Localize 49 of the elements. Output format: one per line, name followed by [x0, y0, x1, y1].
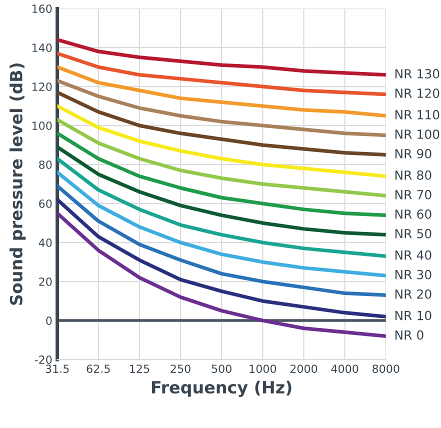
y-axis-title: Sound pressure level (dB) — [10, 63, 26, 305]
series-label: NR 90 — [395, 148, 432, 158]
line-series — [57, 198, 386, 318]
x-tick-label: 250 — [170, 364, 190, 373]
line-series — [57, 38, 386, 77]
x-tick-label: 500 — [212, 364, 232, 373]
series-label: NR 30 — [395, 270, 432, 280]
series-label: NR 10 — [395, 310, 432, 320]
line-series — [57, 65, 386, 118]
series-label: NR 80 — [395, 170, 432, 180]
x-axis-title: Frequency (Hz) — [152, 380, 292, 397]
x-tick-label: 8000 — [372, 364, 400, 373]
y-tick-label: -20 — [34, 355, 52, 364]
line-series — [57, 132, 386, 218]
line-series — [57, 104, 386, 178]
line-series — [57, 145, 386, 237]
series-label: NR 110 — [395, 110, 440, 120]
series-label: NR 0 — [395, 330, 424, 340]
series-label: NR 20 — [395, 289, 432, 299]
line-series — [57, 184, 386, 297]
x-tick-label: 4000 — [331, 364, 358, 373]
line-series — [57, 52, 386, 96]
x-tick-label: 31.5 — [46, 364, 69, 373]
y-tick-label: 60 — [39, 200, 52, 208]
y-tick-label: 40 — [38, 238, 52, 247]
line-series — [57, 78, 386, 138]
y-tick-label: 160 — [32, 4, 52, 13]
y-tick-label: 120 — [32, 82, 52, 91]
y-tick-label: 20 — [39, 278, 52, 286]
series-label: NR 40 — [395, 250, 432, 260]
x-tick-label: 2000 — [290, 364, 318, 373]
y-tick-label: 0 — [46, 316, 52, 325]
line-series — [57, 211, 386, 338]
series-label: NR 120 — [395, 88, 440, 98]
series-label: NR 130 — [395, 69, 440, 78]
line-series — [57, 170, 386, 278]
line-series — [57, 90, 386, 157]
y-tick-label: 80 — [39, 160, 52, 169]
series-label: NR 70 — [395, 190, 432, 200]
line-series — [57, 118, 386, 198]
y-tick-label: 100 — [32, 122, 52, 130]
x-tick-label: 1000 — [250, 364, 276, 373]
line-series — [57, 156, 386, 258]
series-label: NR 100 — [395, 129, 440, 139]
series-label: NR 50 — [395, 228, 432, 238]
x-tick-label: 62.5 — [86, 364, 110, 373]
x-tick-label: 125 — [130, 364, 150, 373]
series-label: NR 60 — [395, 209, 432, 219]
y-tick-label: 140 — [32, 44, 52, 52]
